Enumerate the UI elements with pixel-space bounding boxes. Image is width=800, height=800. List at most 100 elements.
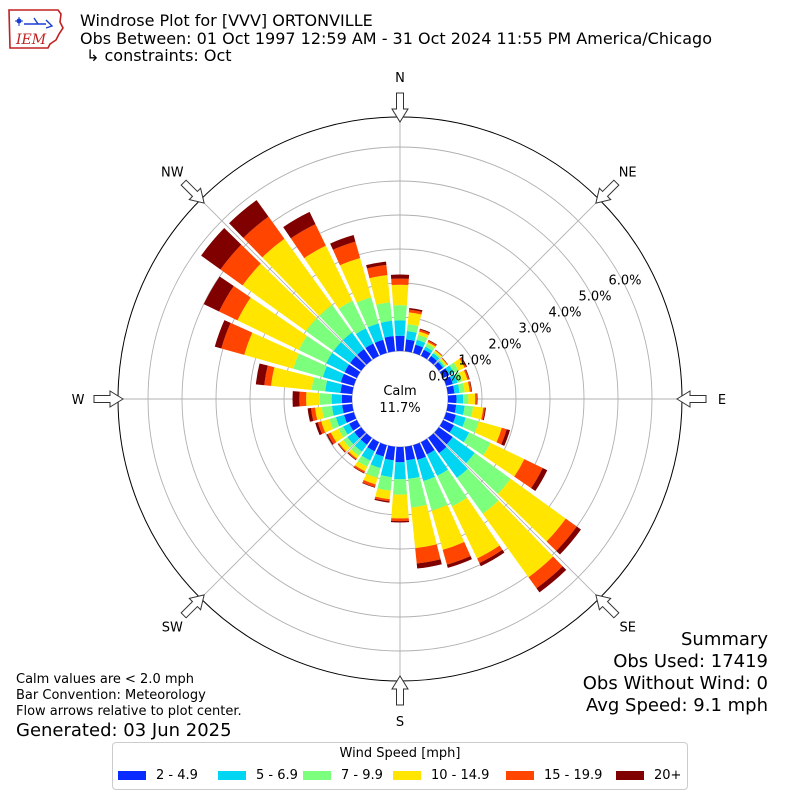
legend-title: Wind Speed [mph] — [339, 746, 461, 761]
wedge-270-bin-1 — [331, 393, 342, 405]
wedge-180-bin-4 — [391, 518, 409, 522]
wedge-40-bin-0 — [428, 355, 438, 365]
wedge-340-bin-3 — [339, 257, 372, 303]
wedge-240-bin-1 — [343, 423, 354, 435]
wedge-260-bin-5 — [307, 408, 314, 422]
wedge-50-bin-2 — [439, 359, 446, 367]
wedge-120-bin-0 — [439, 419, 454, 433]
bar-convention-note: Bar Convention: Meteorology — [16, 688, 206, 703]
wedge-140-bin-1 — [439, 446, 468, 478]
wedge-150-bin-4 — [477, 545, 503, 564]
wedge-220-bin-2 — [351, 445, 362, 456]
radial-tick-label: 4.0% — [548, 306, 581, 321]
radial-tick-label: 3.0% — [518, 322, 551, 337]
wedge-40-bin-5 — [435, 349, 443, 356]
wedge-330-bin-1 — [355, 328, 374, 349]
wedge-260-bin-0 — [342, 403, 354, 414]
wedge-70-bin-1 — [449, 374, 458, 385]
wedge-80-bin-1 — [453, 384, 460, 394]
wedge-130-bin-0 — [434, 427, 453, 445]
wedge-170-bin-3 — [411, 504, 437, 549]
wedge-210-bin-0 — [367, 438, 380, 452]
wedge-90-bin-2 — [463, 393, 469, 405]
iem-logo: IEM — [6, 6, 64, 50]
wedge-350-bin-3 — [369, 275, 391, 305]
radial-tick-label: 5.0% — [578, 290, 611, 305]
wedge-90-bin-0 — [447, 394, 457, 404]
wedge-140-bin-5 — [536, 566, 567, 593]
legend-label: 7 - 9.9 — [341, 767, 383, 783]
wedge-110-bin-4 — [496, 427, 507, 445]
wedge-270-bin-5 — [292, 391, 300, 407]
wedge-300-bin-0 — [344, 364, 361, 379]
wedge-0-bin-5 — [390, 274, 410, 279]
wedge-40-bin-2 — [433, 351, 441, 359]
wedge-290-bin-4 — [221, 322, 253, 355]
wedge-290-bin-1 — [322, 366, 344, 383]
wedge-290-bin-0 — [340, 373, 357, 386]
wedge-280-bin-3 — [271, 367, 314, 391]
direction-label-s: S — [396, 715, 404, 730]
wedge-280-bin-1 — [325, 380, 342, 393]
wedge-200-bin-4 — [362, 479, 376, 488]
wedge-210-bin-4 — [353, 465, 366, 473]
wedge-170-bin-2 — [408, 476, 427, 508]
legend-swatch — [616, 770, 644, 780]
wedge-0-bin-0 — [395, 335, 405, 352]
wedge-120-bin-5 — [531, 467, 548, 491]
wedge-160-bin-2 — [423, 476, 448, 511]
legend-label: 15 - 19.9 — [544, 767, 603, 783]
wedge-300-bin-2 — [298, 335, 333, 364]
wedge-190-bin-4 — [374, 496, 390, 502]
flow-arrow-icon — [391, 675, 409, 706]
wedge-330-bin-3 — [304, 245, 353, 309]
wedge-210-bin-5 — [353, 466, 365, 474]
wedge-10-bin-5 — [409, 307, 423, 312]
wedge-210-bin-1 — [361, 447, 375, 461]
wedge-230-bin-0 — [354, 427, 366, 439]
radial-tick-label: 0.0% — [428, 369, 461, 384]
flow-arrow-icon — [93, 390, 124, 408]
wedge-50-bin-5 — [442, 357, 449, 365]
wedge-130-bin-4 — [546, 518, 577, 551]
wedge-150-bin-3 — [451, 497, 500, 559]
calm-note: Calm values are < 2.0 mph — [16, 672, 195, 687]
wedge-190-bin-2 — [377, 475, 393, 491]
legend-swatch — [393, 770, 421, 780]
wedge-220-bin-4 — [347, 451, 358, 460]
flow-arrow-icon — [391, 92, 409, 123]
summary-heading: Summary — [681, 629, 768, 650]
wedge-320-bin-2 — [319, 304, 353, 341]
flow-arrow-icon — [180, 179, 205, 204]
wedge-250-bin-2 — [329, 417, 340, 430]
wedge-260-bin-3 — [315, 406, 324, 420]
wedge-340-bin-1 — [367, 323, 384, 343]
wedge-130-bin-2 — [466, 452, 511, 495]
wedge-240-bin-0 — [349, 419, 361, 431]
wedge-30-bin-4 — [427, 340, 437, 347]
obs-period: Obs Between: 01 Oct 1997 12:59 AM - 31 O… — [80, 29, 712, 48]
wedge-100-bin-3 — [471, 406, 484, 420]
wedge-340-bin-2 — [356, 297, 379, 328]
wedge-180-bin-2 — [392, 479, 408, 495]
wedge-200-bin-0 — [375, 442, 387, 457]
wedge-0-bin-1 — [394, 320, 406, 336]
wedge-190-bin-1 — [380, 458, 394, 478]
wedge-330-bin-2 — [338, 300, 366, 334]
wedge-40-bin-4 — [435, 349, 443, 357]
wedge-180-bin-5 — [390, 520, 410, 523]
legend-label: 2 - 4.9 — [156, 767, 198, 783]
wedge-230-bin-4 — [338, 442, 347, 453]
wedge-70-bin-2 — [454, 372, 463, 383]
wedge-300-bin-4 — [219, 286, 251, 321]
calm-value: 11.7% — [379, 401, 420, 416]
wedge-280-bin-2 — [311, 377, 328, 392]
wedge-10-bin-0 — [404, 339, 415, 353]
wedge-80-bin-3 — [463, 381, 470, 393]
wedge-20-bin-0 — [413, 344, 424, 356]
direction-label-sw: SW — [162, 621, 183, 636]
wedge-190-bin-0 — [384, 445, 396, 461]
legend-item-20plus: 20+ — [616, 767, 681, 783]
wedge-20-bin-2 — [416, 334, 428, 343]
wedge-320-bin-5 — [229, 200, 269, 238]
